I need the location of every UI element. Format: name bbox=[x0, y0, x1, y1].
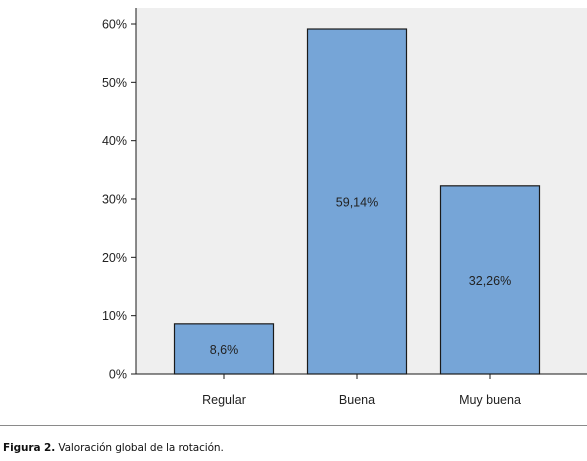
y-tick-label: 40% bbox=[102, 134, 127, 148]
bar-data-label: 8,6% bbox=[210, 343, 239, 357]
bar-chart: 0% 10% 20% 30% 40% 50% 60% 8,6% 59,14% 32,26% Re… bbox=[102, 8, 587, 407]
bar bbox=[306, 28, 408, 375]
caption-divider bbox=[0, 425, 587, 426]
chart-container: 0% 10% 20% 30% 40% 50% 60% 8,6% 59,14% 32,26% Re… bbox=[102, 8, 587, 407]
y-axis: 0% 10% 20% 30% 40% 50% 60% bbox=[102, 8, 137, 382]
figure-caption: Figura 2. Valoración global de la rotaci… bbox=[3, 442, 224, 454]
bar-data-label: 59,14% bbox=[336, 196, 378, 210]
figure-caption-text: Valoración global de la rotación. bbox=[58, 442, 224, 454]
bars: 8,6% 59,14% 32,26% bbox=[173, 28, 541, 375]
x-tick-label: Muy buena bbox=[459, 393, 521, 407]
figure-label: Figura 2. bbox=[3, 442, 56, 454]
x-tick-label: Regular bbox=[202, 393, 246, 407]
bar bbox=[439, 185, 541, 375]
y-tick-label: 10% bbox=[102, 309, 127, 323]
x-axis: Regular Buena Muy buena bbox=[136, 373, 587, 407]
y-tick-label: 20% bbox=[102, 251, 127, 265]
bar bbox=[173, 323, 275, 375]
bar-data-label: 32,26% bbox=[469, 274, 511, 288]
x-tick-label: Buena bbox=[339, 393, 375, 407]
y-tick-label: 60% bbox=[102, 18, 127, 32]
y-tick-label: 0% bbox=[109, 368, 127, 382]
y-tick-label: 30% bbox=[102, 193, 127, 207]
y-tick-label: 50% bbox=[102, 76, 127, 90]
